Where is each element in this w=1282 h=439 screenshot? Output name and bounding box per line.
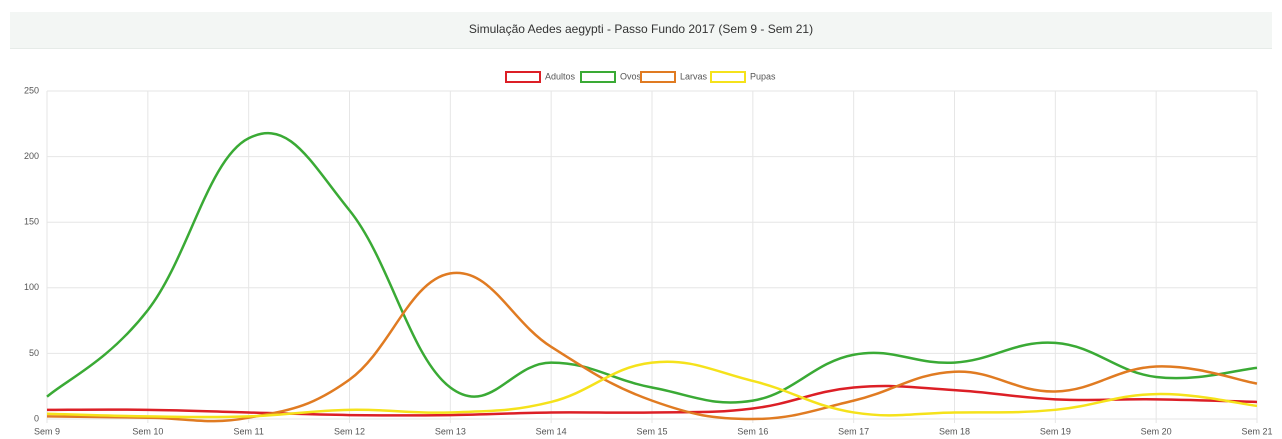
x-tick-label: Sem 14	[536, 426, 567, 436]
series-line	[46, 360, 1258, 419]
y-tick-label: 50	[29, 348, 39, 358]
x-tick-label: Sem 15	[636, 426, 667, 436]
x-tick-label: Sem 18	[939, 426, 970, 436]
x-tick-label: Sem 11	[233, 426, 263, 436]
legend-swatch	[710, 71, 746, 83]
series-line	[46, 384, 1258, 417]
x-tick-label: Sem 9	[34, 426, 60, 436]
y-tick-label: 0	[34, 413, 39, 423]
y-tick-label: 100	[24, 282, 39, 292]
x-tick-label: Sem 12	[334, 426, 365, 436]
legend-label: Pupas	[750, 71, 776, 81]
y-tick-label: 250	[24, 85, 39, 95]
legend-label: Larvas	[680, 71, 708, 81]
legend-swatch	[640, 71, 676, 83]
title-bar: Simulação Aedes aegypti - Passo Fundo 20…	[10, 12, 1272, 49]
series-line	[46, 131, 1258, 404]
x-tick-label: Sem 13	[435, 426, 466, 436]
x-tick-label: Sem 16	[737, 426, 768, 436]
legend-label: Ovos	[620, 71, 642, 81]
y-tick-label: 150	[24, 217, 39, 227]
legend-swatch	[505, 71, 541, 83]
series-line	[46, 271, 1258, 423]
x-tick-label: Sem 20	[1141, 426, 1172, 436]
x-tick-label: Sem 17	[838, 426, 869, 436]
x-tick-label: Sem 19	[1040, 426, 1071, 436]
x-tick-label: Sem 21	[1241, 426, 1272, 436]
x-tick-label: Sem 10	[132, 426, 163, 436]
legend-swatch	[580, 71, 616, 83]
chart-title: Simulação Aedes aegypti - Passo Fundo 20…	[468, 22, 814, 36]
legend-label: Adultos	[545, 71, 576, 81]
y-tick-label: 200	[24, 151, 39, 161]
